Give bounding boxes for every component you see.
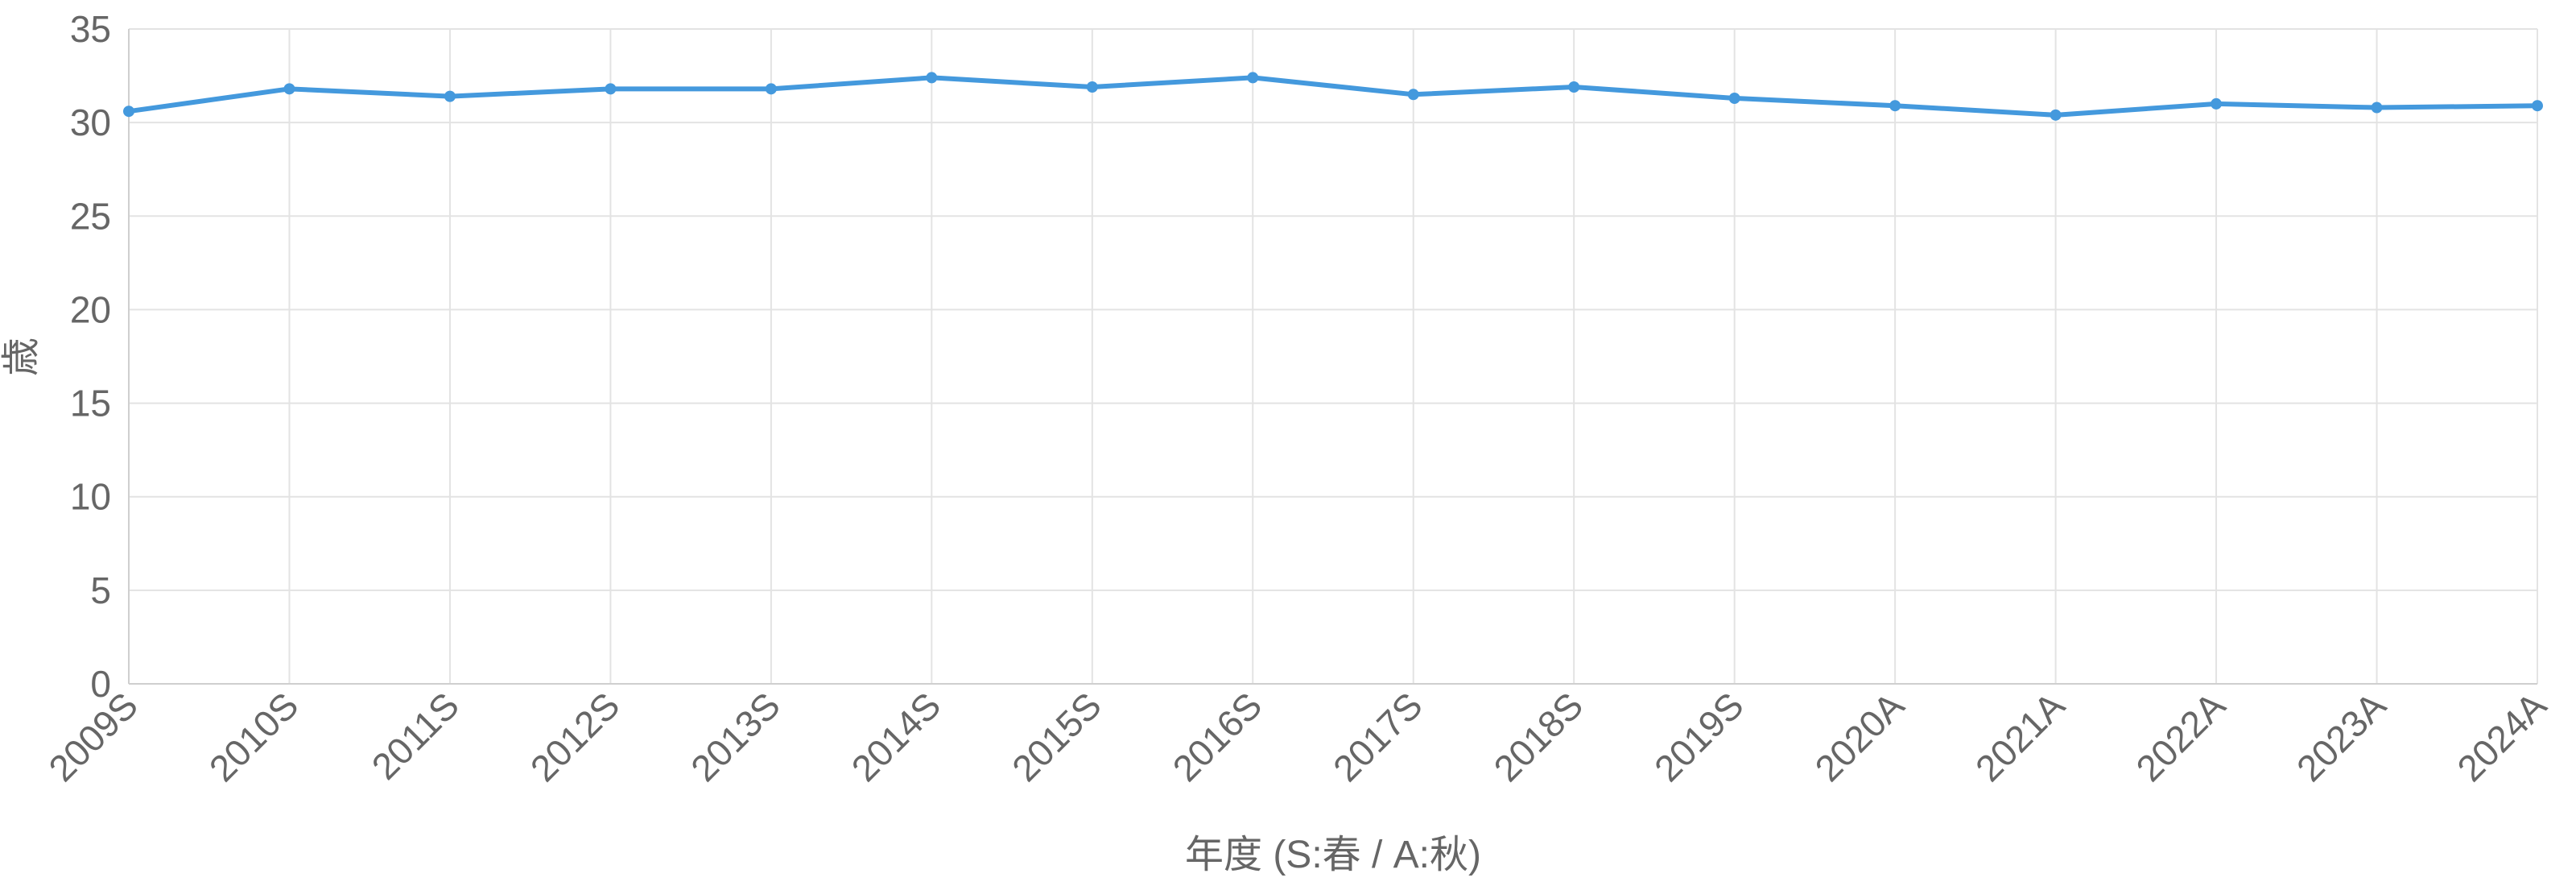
x-tick-label: 2018S [1485, 684, 1591, 789]
x-axis-title: 年度 (S:春 / A:秋) [1185, 834, 1481, 876]
data-point[interactable] [283, 83, 295, 95]
y-tick-label: 10 [70, 476, 111, 518]
axes [128, 29, 2537, 685]
x-tick-label: 2017S [1325, 684, 1430, 789]
y-tick-label: 0 [90, 663, 111, 705]
data-point[interactable] [2532, 100, 2543, 112]
x-tick-label: 2016S [1165, 684, 1270, 789]
x-tick-label: 2022A [2128, 684, 2233, 789]
y-tick-label: 20 [70, 288, 111, 330]
data-point[interactable] [1889, 100, 1901, 112]
data-point[interactable] [444, 90, 456, 102]
grid [128, 28, 2538, 685]
x-tick-label: 2015S [1004, 684, 1109, 789]
data-point[interactable] [1086, 81, 1098, 93]
x-tick-label: 2013S [683, 684, 788, 789]
data-point[interactable] [1568, 81, 1580, 93]
x-tick-label: 2014S [844, 684, 949, 789]
data-point[interactable] [2371, 101, 2383, 114]
y-axis-title: 歳 [0, 337, 43, 376]
series-line [126, 75, 2540, 118]
y-tick-label: 5 [90, 569, 111, 611]
data-point[interactable] [1407, 89, 1419, 101]
data-point[interactable] [1728, 92, 1740, 104]
y-tick-label: 15 [70, 383, 111, 424]
x-tick-label: 2011S [364, 684, 467, 787]
data-point[interactable] [926, 72, 938, 84]
x-tick-label: 2012S [522, 684, 628, 789]
x-tick-label: 2010S [201, 684, 307, 789]
x-tick-label: 2023A [2289, 684, 2394, 789]
data-point[interactable] [605, 83, 617, 95]
series-layer [123, 72, 2543, 121]
data-point[interactable] [2050, 109, 2062, 121]
x-tick-label: 2024A [2449, 684, 2554, 789]
x-tick-label: 2019S [1646, 684, 1752, 789]
y-tick-label: 30 [70, 101, 111, 143]
y-tick-label: 25 [70, 195, 111, 237]
data-point[interactable] [1247, 72, 1259, 84]
y-tick-label: 35 [70, 8, 111, 50]
data-point[interactable] [765, 83, 777, 95]
x-tick-label: 2021A [1967, 684, 2073, 789]
data-point[interactable] [2211, 97, 2223, 110]
data-point[interactable] [123, 106, 134, 118]
x-tick-label: 2020A [1806, 684, 1912, 789]
